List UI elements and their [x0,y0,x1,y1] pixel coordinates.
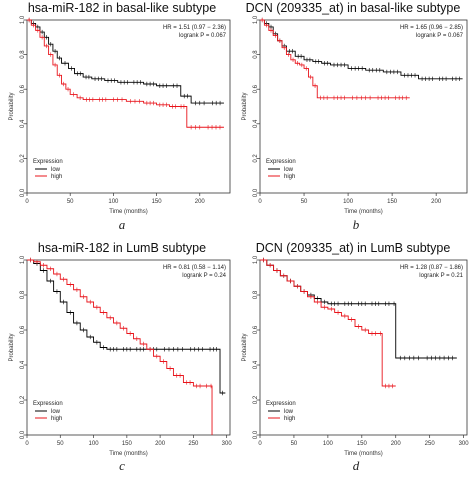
y-axis-label: Probability [9,92,15,120]
legend-title: Expression [33,401,63,407]
y-tick-label: 0.2 [20,395,26,404]
y-tick-label: 0.6 [253,325,259,334]
legend-entry-high: high [284,416,295,422]
km-panel-d: DCN (209335_at) in LumB subtype HR = 1.28… [242,241,469,473]
survival-curve-low [27,19,224,104]
hazard-ratio-label: HR = 1.28 (0.87 − 1.86) [400,265,463,271]
x-tick-label: 50 [67,199,74,205]
x-axis-label: Time (months) [109,209,147,215]
panel-letter: d [353,458,360,473]
plot-frame [259,19,468,194]
x-tick-label: 150 [357,441,368,447]
y-tick-label: 0.0 [253,188,259,197]
y-tick-label: 0.2 [20,154,26,163]
panel-letter: c [119,458,125,473]
y-tick-label: 0.6 [20,84,26,93]
survival-curve-low [27,259,226,394]
hazard-ratio-label: HR = 1.65 (0.96 − 2.85) [400,25,463,31]
y-tick-label: 0.0 [20,430,26,439]
y-tick-label: 1.0 [20,15,26,24]
logrank-p-label: logrank P = 0.067 [416,33,464,39]
legend-title: Expression [33,159,63,165]
y-tick-label: 0.8 [20,50,26,59]
y-tick-label: 0.6 [20,325,26,334]
km-panel-c: hsa-miR-182 in LumB subtype HR = 0.81 (0.… [9,241,232,473]
x-tick-label: 200 [155,441,166,447]
x-tick-label: 50 [301,199,308,205]
plot-frame [26,19,231,194]
plot-frame [26,259,231,436]
panel-title: DCN (209335_at) in LumB subtype [256,241,451,255]
x-tick-label: 150 [122,441,133,447]
legend-entry-low: low [51,409,61,415]
logrank-p-label: logrank P = 0.067 [179,33,227,39]
survival-curve-high [260,19,410,99]
y-axis-label: Probability [242,333,248,361]
x-axis-label: Time (months) [109,451,147,457]
y-tick-label: 1.0 [253,255,259,264]
x-axis-label: Time (months) [344,209,382,215]
panel-letter: b [353,217,360,232]
x-tick-label: 200 [391,441,402,447]
y-axis-label: Probability [9,333,15,361]
x-tick-label: 100 [343,199,354,205]
legend-entry-high: high [51,174,62,180]
x-tick-label: 150 [387,199,398,205]
panel-title: hsa-miR-182 in basal-like subtype [28,1,216,15]
x-tick-label: 300 [222,441,233,447]
x-tick-label: 100 [89,441,100,447]
x-tick-label: 50 [291,441,298,447]
x-tick-label: 0 [258,441,262,447]
x-tick-label: 200 [431,199,442,205]
y-tick-label: 0.8 [20,290,26,299]
legend-entry-low: low [51,167,61,173]
y-tick-label: 1.0 [20,255,26,264]
x-axis-label: Time (months) [344,451,382,457]
legend-entry-high: high [284,174,295,180]
y-tick-label: 0.4 [253,360,259,369]
legend-title: Expression [266,159,296,165]
y-tick-label: 0.8 [253,290,259,299]
legend-entry-low: low [284,409,294,415]
y-tick-label: 0.2 [253,395,259,404]
y-tick-label: 0.0 [253,430,259,439]
x-tick-label: 100 [108,199,119,205]
y-axis-label: Probability [242,92,248,120]
logrank-p-label: logrank P = 0.21 [419,273,463,279]
legend-title: Expression [266,401,296,407]
y-tick-label: 0.2 [253,154,259,163]
y-tick-label: 0.4 [253,119,259,128]
y-tick-label: 0.6 [253,84,259,93]
y-tick-label: 0.0 [20,188,26,197]
plot-frame [259,259,468,436]
y-tick-label: 0.4 [20,360,26,369]
panel-letter: a [119,217,126,232]
km-panel-a: hsa-miR-182 in basal-like subtype HR = 1.… [9,1,231,232]
y-tick-label: 0.8 [253,50,259,59]
survival-curve-high [260,259,396,387]
y-tick-label: 0.4 [20,119,26,128]
legend-entry-low: low [284,167,294,173]
y-tick-label: 1.0 [253,15,259,24]
x-tick-label: 250 [188,441,199,447]
logrank-p-label: logrank P = 0.24 [182,273,226,279]
x-tick-label: 0 [25,441,29,447]
panel-title: DCN (209335_at) in basal-like subtype [246,1,461,15]
x-tick-label: 200 [195,199,206,205]
survival-curve-high [27,259,213,435]
x-tick-label: 250 [425,441,436,447]
x-tick-label: 50 [57,441,64,447]
panel-title: hsa-miR-182 in LumB subtype [38,241,206,255]
x-tick-label: 150 [152,199,163,205]
hazard-ratio-label: HR = 0.81 (0.58 − 1.14) [163,265,226,271]
legend-entry-high: high [51,416,62,422]
x-tick-label: 0 [25,199,29,205]
x-tick-label: 100 [323,441,334,447]
x-tick-label: 300 [459,441,470,447]
hazard-ratio-label: HR = 1.51 (0.97 − 2.36) [163,25,226,31]
km-panel-b: DCN (209335_at) in basal-like subtype HR … [242,1,468,232]
x-tick-label: 0 [258,199,262,205]
